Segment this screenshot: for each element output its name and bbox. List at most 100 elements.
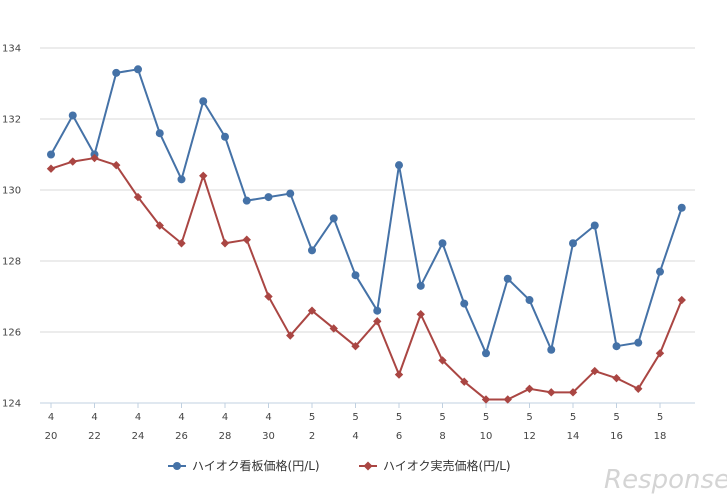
data-point[interactable] — [569, 239, 577, 248]
data-point[interactable] — [612, 373, 621, 383]
data-point[interactable] — [308, 246, 316, 255]
data-point[interactable] — [634, 384, 643, 393]
watermark-text: Response. — [604, 465, 727, 495]
data-point[interactable] — [46, 164, 56, 173]
data-point[interactable] — [395, 161, 403, 170]
x-tick-day: 18 — [654, 431, 667, 442]
data-point[interactable] — [373, 317, 382, 326]
x-tick-month: 5 — [657, 412, 663, 423]
x-tick-day: 28 — [219, 431, 232, 442]
data-point[interactable] — [177, 239, 186, 248]
x-tick-day: 24 — [132, 431, 145, 442]
legend-label-series-1: ハイオク看板価格(円/L) — [192, 458, 320, 473]
data-point[interactable] — [351, 271, 360, 280]
data-point[interactable] — [351, 342, 360, 351]
watermark: Response. — [604, 465, 727, 495]
data-point[interactable] — [177, 175, 186, 184]
data-point[interactable] — [286, 331, 295, 340]
series-group — [46, 65, 686, 404]
data-point[interactable] — [68, 111, 77, 120]
series-line-1 — [50, 68, 683, 355]
data-point[interactable] — [373, 306, 382, 315]
data-point[interactable] — [590, 366, 599, 376]
y-tick-label: 126 — [2, 328, 21, 339]
x-tick-day: 20 — [45, 431, 58, 442]
data-point[interactable] — [112, 68, 121, 77]
legend-item-series-1[interactable]: ハイオク看板価格(円/L) — [168, 458, 320, 473]
data-point[interactable] — [590, 221, 599, 230]
data-point[interactable] — [155, 129, 164, 138]
data-point[interactable] — [90, 153, 99, 163]
x-tick-day: 12 — [523, 431, 536, 442]
x-tick-day: 16 — [610, 431, 623, 442]
data-point[interactable] — [481, 395, 491, 404]
data-point[interactable] — [525, 384, 534, 393]
y-tick-label: 130 — [2, 186, 21, 197]
legend[interactable]: ハイオク看板価格(円/L) ハイオク実売価格(円/L) — [168, 458, 511, 473]
x-tick-day: 2 — [309, 431, 315, 442]
data-point[interactable] — [134, 65, 142, 74]
data-point[interactable] — [612, 342, 621, 351]
x-tick-month: 5 — [396, 412, 402, 423]
data-point[interactable] — [221, 132, 229, 141]
x-tick-month: 5 — [439, 412, 445, 423]
data-point[interactable] — [460, 377, 469, 386]
data-point[interactable] — [503, 274, 512, 283]
data-point[interactable] — [677, 203, 686, 212]
x-tick-day: 26 — [175, 431, 188, 442]
data-point[interactable] — [634, 338, 643, 347]
x-tick-month: 5 — [483, 412, 489, 423]
data-point[interactable] — [133, 192, 143, 202]
data-point[interactable] — [264, 292, 273, 301]
x-tick-day: 30 — [262, 431, 275, 442]
data-point[interactable] — [438, 239, 447, 248]
data-point[interactable] — [286, 189, 295, 198]
x-tick-month: 4 — [178, 412, 184, 423]
y-axis: 124 126 128 130 132 134 — [2, 44, 21, 410]
x-tick-month: 5 — [352, 412, 358, 423]
data-point[interactable] — [547, 345, 556, 354]
data-point[interactable] — [547, 388, 556, 397]
legend-swatch-marker — [363, 461, 373, 471]
x-tick-month: 4 — [48, 412, 54, 423]
data-point[interactable] — [460, 299, 469, 308]
y-tick-label: 132 — [2, 115, 21, 126]
data-point[interactable] — [242, 235, 251, 244]
y-tick-label: 134 — [2, 44, 21, 55]
x-tick-month: 4 — [135, 412, 141, 423]
data-point[interactable] — [482, 349, 490, 358]
data-point[interactable] — [416, 281, 425, 290]
series-line-2 — [50, 157, 683, 401]
data-point[interactable] — [242, 196, 251, 205]
data-point[interactable] — [438, 356, 447, 365]
data-point[interactable] — [199, 97, 208, 106]
data-point[interactable] — [68, 157, 77, 166]
x-tick-day: 8 — [439, 431, 445, 442]
x-tick-month: 5 — [613, 412, 619, 423]
data-point[interactable] — [329, 324, 338, 333]
data-point[interactable] — [568, 388, 578, 397]
data-point[interactable] — [503, 395, 512, 404]
data-point[interactable] — [655, 349, 665, 358]
x-tick-day: 10 — [480, 431, 493, 442]
data-point[interactable] — [264, 193, 273, 202]
x-tick-month: 5 — [526, 412, 532, 423]
y-tick-label: 128 — [2, 257, 21, 268]
x-tick-day: 6 — [396, 431, 402, 442]
data-point[interactable] — [656, 267, 664, 276]
data-point[interactable] — [220, 239, 230, 248]
data-point[interactable] — [112, 160, 121, 170]
data-point[interactable] — [307, 306, 317, 315]
data-point[interactable] — [677, 295, 686, 305]
data-point[interactable] — [525, 296, 534, 305]
data-point[interactable] — [47, 150, 55, 159]
grid-lines — [40, 47, 695, 404]
data-point[interactable] — [329, 214, 338, 223]
data-point[interactable] — [394, 370, 404, 379]
legend-item-series-2[interactable]: ハイオク実売価格(円/L) — [359, 458, 511, 473]
data-point[interactable] — [199, 171, 208, 180]
data-point[interactable] — [155, 221, 164, 230]
x-tick-month: 4 — [265, 412, 271, 423]
data-point[interactable] — [416, 310, 425, 319]
